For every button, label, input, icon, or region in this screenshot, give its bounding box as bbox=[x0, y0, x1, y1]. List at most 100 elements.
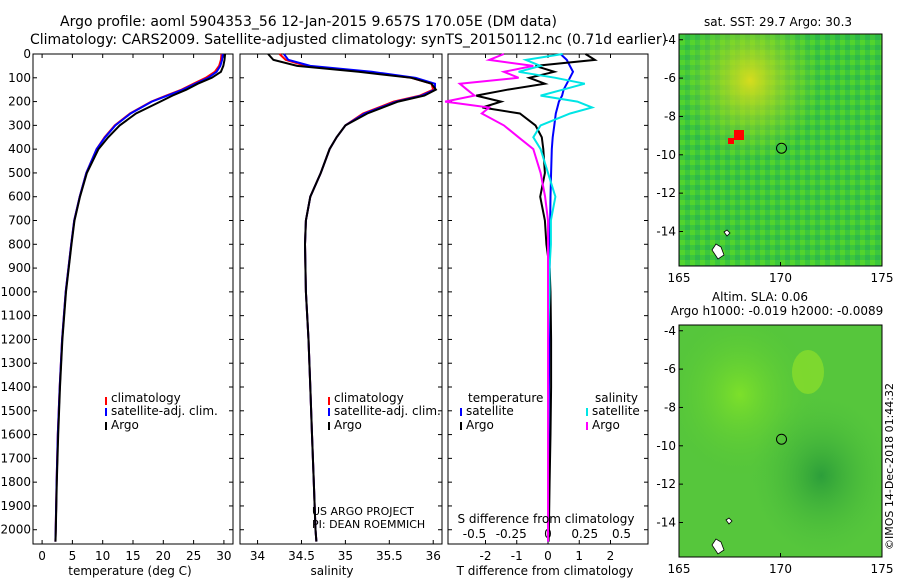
sla-map-island-2 bbox=[725, 517, 733, 525]
map-y-tick-label: -6 bbox=[664, 71, 676, 85]
series-line-salinity-argo bbox=[444, 53, 549, 542]
map-y-tick-label: -10 bbox=[656, 148, 676, 162]
x-tick-label: 35.5 bbox=[376, 549, 403, 563]
x-tick-label: 10 bbox=[95, 549, 110, 563]
map-y-tick-label: -12 bbox=[656, 186, 676, 200]
legend-title-temperature: temperature bbox=[468, 391, 543, 405]
t-difference-xlabel: T difference from climatology bbox=[456, 564, 634, 578]
y-tick-label: 1800 bbox=[0, 475, 31, 489]
x-tick-label: 36 bbox=[426, 549, 441, 563]
y-tick-label: 400 bbox=[8, 142, 31, 156]
sst-map-warm-patch bbox=[679, 34, 882, 266]
sst-map-island bbox=[711, 243, 725, 260]
x-tick-label: -1 bbox=[511, 549, 523, 563]
x-tick-label: 20 bbox=[156, 549, 171, 563]
y-tick-label: 0 bbox=[23, 47, 31, 61]
map-x-tick-label: 170 bbox=[769, 562, 792, 576]
series-line-climatology bbox=[278, 53, 435, 542]
series-line-argo bbox=[267, 53, 438, 542]
legend-label-t-satellite: satellite bbox=[466, 404, 514, 418]
legend-label-climatology: climatology bbox=[111, 391, 181, 405]
sla-map-eddy bbox=[792, 350, 824, 394]
series-line-temperature-satellite bbox=[547, 53, 575, 542]
series-line-climatology bbox=[54, 53, 223, 542]
sst-map-title: sat. SST: 29.7 Argo: 30.3 bbox=[704, 15, 852, 29]
sla-map-title: Altim. SLA: 0.06 bbox=[712, 290, 808, 304]
x-tick-label: 35 bbox=[338, 549, 353, 563]
map-y-tick-label: -4 bbox=[664, 324, 676, 338]
series-line-argo bbox=[54, 53, 227, 542]
sla-map-frame bbox=[678, 324, 883, 558]
temperature-legend: climatology satellite-adj. clim. Argo bbox=[105, 391, 218, 432]
credit-text: ©IMOS 14-Dec-2018 01:44:32 bbox=[883, 383, 896, 550]
y-tick-label: 1900 bbox=[0, 499, 31, 513]
legend-label-satellite: satellite-adj. clim. bbox=[334, 404, 441, 418]
x-tick-label: 0 bbox=[38, 549, 46, 563]
sla-map-subtitle: Argo h1000: -0.019 h2000: -0.0089 bbox=[671, 304, 884, 318]
y-tick-label: 100 bbox=[8, 71, 31, 85]
x-tick-label: 0 bbox=[544, 549, 552, 563]
x-tick-label: -2 bbox=[480, 549, 492, 563]
title-line-1: Argo profile: aoml 5904353_56 12-Jan-201… bbox=[60, 14, 557, 30]
sla-map-island bbox=[711, 538, 725, 555]
legend-label-argo: Argo bbox=[111, 418, 139, 432]
s-tick-label: 0.25 bbox=[571, 527, 598, 541]
x-tick-label: 5 bbox=[69, 549, 77, 563]
y-tick-label: 1400 bbox=[0, 380, 31, 394]
x-tick-label: 30 bbox=[216, 549, 231, 563]
s-tick-label: 0.5 bbox=[612, 527, 631, 541]
legend-title-salinity: salinity bbox=[595, 391, 638, 405]
y-tick-label: 500 bbox=[8, 166, 31, 180]
temperature-xlabel: temperature (deg C) bbox=[68, 564, 191, 578]
argo-position-marker bbox=[776, 433, 788, 445]
title-line-2: Climatology: CARS2009. Satellite-adjuste… bbox=[30, 32, 667, 48]
x-tick-label: 2 bbox=[607, 549, 615, 563]
map-x-tick-label: 165 bbox=[668, 271, 691, 285]
x-tick-label: 1 bbox=[575, 549, 583, 563]
map-y-tick-label: -6 bbox=[664, 362, 676, 376]
x-tick-label: 25 bbox=[186, 549, 201, 563]
sst-map-hot-pixel-2 bbox=[728, 138, 734, 144]
y-tick-label: 1600 bbox=[0, 428, 31, 442]
legend-label-s-satellite: satellite bbox=[592, 404, 640, 418]
y-tick-label: 1700 bbox=[0, 451, 31, 465]
plot-frame bbox=[239, 53, 443, 545]
salinity-xlabel: salinity bbox=[310, 564, 353, 578]
map-y-tick-label: -8 bbox=[664, 109, 676, 123]
y-tick-label: 800 bbox=[8, 237, 31, 251]
map-x-tick-label: 175 bbox=[871, 562, 894, 576]
legend-label-climatology: climatology bbox=[334, 391, 404, 405]
x-tick-label: 15 bbox=[125, 549, 140, 563]
plot-frame bbox=[32, 53, 234, 545]
map-y-tick-label: -4 bbox=[664, 33, 676, 47]
map-y-tick-label: -14 bbox=[656, 515, 676, 529]
y-tick-label: 1300 bbox=[0, 356, 31, 370]
series-line-temperature-argo bbox=[475, 53, 598, 542]
legend-label-satellite: satellite-adj. clim. bbox=[111, 404, 218, 418]
y-tick-label: 700 bbox=[8, 214, 31, 228]
map-x-tick-label: 165 bbox=[668, 562, 691, 576]
y-tick-label: 200 bbox=[8, 95, 31, 109]
series-line-satellite-adj-clim- bbox=[54, 53, 224, 542]
s-difference-xlabel: S difference from climatology bbox=[458, 512, 635, 526]
sla-map-low-patch bbox=[679, 325, 882, 557]
x-tick-label: 34 bbox=[250, 549, 265, 563]
legend-label-t-argo: Argo bbox=[466, 418, 494, 432]
sst-map-hot-pixel bbox=[734, 130, 744, 140]
legend-label-argo: Argo bbox=[334, 418, 362, 432]
salinity-profile-panel: 34 34.5 35 35.5 36 bbox=[239, 53, 443, 563]
map-y-tick-label: -10 bbox=[656, 439, 676, 453]
argo-position-marker bbox=[776, 142, 788, 154]
s-tick-label: -0.25 bbox=[496, 527, 527, 541]
temperature-profile-panel: 0100200300400500600700800900100011001200… bbox=[0, 47, 234, 563]
x-tick-label: 34.5 bbox=[288, 549, 315, 563]
sst-map-panel: sat. SST: 29.7 Argo: 30.3 165 170 175 -4 -6 -… bbox=[656, 15, 893, 285]
difference-legend: temperature satellite Argo salinity sate… bbox=[460, 391, 640, 432]
sst-map-axes: 165 170 175 -4 -6 -8 -10 -12 -14 bbox=[656, 33, 893, 285]
sst-map-island-2 bbox=[723, 229, 731, 237]
difference-profile-panel: -2 -1 0 1 2-0.5 -0.25 0 0.25 0.5 bbox=[444, 53, 649, 563]
project-annotation-1: US ARGO PROJECT bbox=[312, 505, 414, 518]
sst-map-frame bbox=[678, 33, 883, 267]
map-x-tick-label: 175 bbox=[871, 271, 894, 285]
